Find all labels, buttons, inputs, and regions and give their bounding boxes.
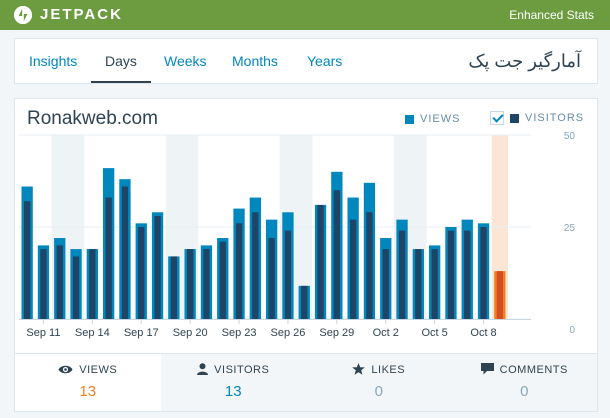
x-tick-label: Oct 5 [422, 327, 448, 339]
visitors-bar [203, 249, 210, 319]
bar-chart: Sep 11 Sep 14 Sep 17 Sep 20 Sep 23 Sep 26 Sep … [19, 131, 576, 339]
tab-years[interactable]: Years [307, 53, 343, 69]
visitors-bar [89, 249, 96, 319]
legend-visitors[interactable]: VISITORS [490, 111, 584, 125]
visitors-bar [235, 223, 243, 319]
tab-months[interactable]: Months [232, 53, 278, 69]
visitors-bar [350, 219, 357, 319]
legend-visitors-label: VISITORS [525, 112, 585, 124]
visitors-bar [447, 230, 455, 319]
x-tick-label: Sep 29 [319, 327, 354, 339]
y-tick-label: 25 [564, 223, 576, 234]
stat-tab-label: VISITORS [161, 363, 307, 377]
visitors-bar [56, 245, 63, 319]
stat-value: 0 [520, 383, 529, 400]
visitors-bar [333, 190, 340, 319]
tab-insights[interactable]: Insights [29, 53, 78, 69]
visitors-bar [121, 186, 129, 319]
legend-views-swatch [405, 114, 414, 124]
visitors-bar [268, 238, 275, 319]
stats-chart-card: Ronakweb.com VIEWS VISITORS Sep 11 Sep 14… [14, 98, 598, 412]
x-tick-label: Sep 14 [75, 327, 110, 339]
visitors-bar [301, 285, 308, 319]
stat-tab-label: VIEWS [15, 363, 161, 377]
stat-tab-label: LIKES [306, 363, 452, 377]
x-tick-label: Oct 2 [373, 327, 399, 339]
visitors-bar [398, 230, 406, 319]
stat-tab-comments[interactable]: COMMENTS 0 [451, 354, 598, 411]
visitors-bar [252, 212, 259, 319]
tab-days[interactable]: Days [91, 39, 151, 83]
visitors-bar [170, 256, 177, 319]
jetpack-brand[interactable]: JETPACK [14, 6, 123, 24]
visitors-bar [24, 201, 31, 319]
stat-value: 13 [79, 383, 97, 400]
x-tick-label: Oct 8 [470, 327, 496, 339]
x-tick-label: Sep 11 [26, 327, 60, 339]
visitors-toggle-checkbox[interactable] [490, 111, 504, 125]
visitors-bar [40, 249, 47, 319]
stat-value: 0 [374, 383, 383, 400]
tab-weeks[interactable]: Weeks [164, 53, 207, 69]
x-tick-label: Sep 20 [173, 327, 208, 339]
stat-tabs: VIEWS 13 VISITORS 13 LIKES 0 COMMENTS 0 [15, 353, 597, 411]
stat-label: VIEWS [79, 364, 118, 376]
y-tick-label: 50 [564, 131, 576, 142]
jetpack-wordmark: JETPACK [40, 6, 123, 23]
y-tick-label: 0 [569, 325, 575, 336]
visitors-bar [415, 249, 422, 319]
visitors-bar [317, 204, 324, 319]
stat-tab-likes[interactable]: LIKES 0 [306, 354, 452, 411]
page-title: آمارگیر جت پک [468, 51, 581, 71]
eye-icon [58, 364, 79, 376]
jetpack-logo-icon [14, 6, 32, 24]
stat-label: COMMENTS [499, 364, 568, 376]
stat-label: VISITORS [214, 364, 270, 376]
jetpack-header: JETPACK Enhanced Stats [0, 0, 610, 30]
visitors-bar [366, 212, 373, 319]
legend-views-label: VIEWS [420, 113, 461, 125]
visitors-bar [382, 249, 389, 319]
x-tick-label: Sep 17 [124, 327, 159, 339]
visitors-bar [154, 215, 161, 319]
comment-icon [480, 363, 500, 376]
period-tabs: Insights Days Weeks Months Years آمارگیر… [14, 38, 598, 84]
stat-label: LIKES [371, 364, 406, 376]
site-title: Ronakweb.com [27, 108, 158, 129]
x-tick-label: Sep 26 [271, 327, 306, 339]
visitors-bar [219, 241, 226, 319]
x-tick-label: Sep 23 [222, 327, 257, 339]
legend-views: VIEWS [405, 113, 460, 125]
stat-tab-views[interactable]: VIEWS 13 [15, 354, 161, 411]
visitors-bar [284, 230, 292, 319]
visitors-bar [496, 271, 503, 319]
visitors-bar [464, 230, 471, 319]
enhanced-stats-badge: Enhanced Stats [509, 8, 594, 22]
stat-value: 13 [224, 383, 242, 400]
visitors-bar [138, 227, 145, 319]
stat-tab-visitors[interactable]: VISITORS 13 [160, 354, 307, 411]
visitors-bar [187, 249, 194, 319]
visitors-bar [105, 197, 112, 319]
stat-tab-label: COMMENTS [452, 363, 598, 377]
legend-visitors-swatch [510, 113, 519, 123]
user-icon [197, 363, 214, 376]
visitors-bar [480, 227, 487, 319]
visitors-bar [72, 256, 80, 319]
star-icon [352, 363, 371, 376]
visitors-bar [431, 249, 438, 319]
